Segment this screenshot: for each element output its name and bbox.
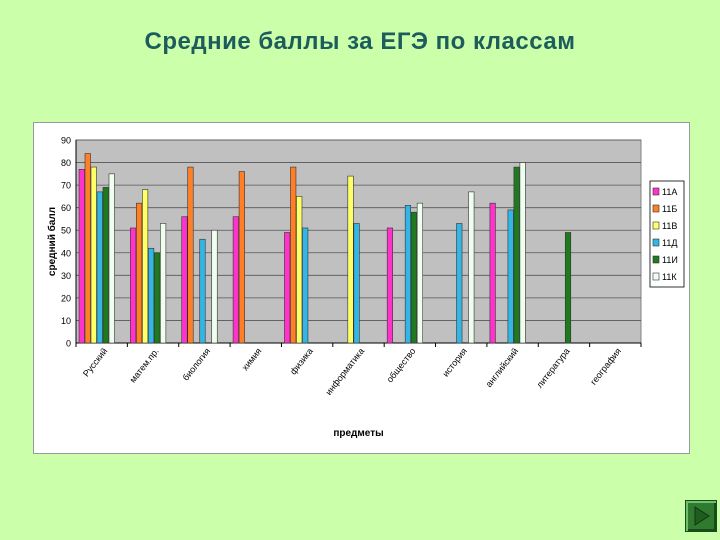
bar [416,202,423,344]
bar [102,187,109,344]
bar [386,227,393,344]
legend-label: 11Д [662,238,677,248]
bar [96,191,103,344]
y-tick-label: 90 [61,136,71,146]
bar [154,252,161,344]
y-tick-label: 40 [61,248,71,258]
bar [187,166,194,344]
x-tick-label: информатика [323,346,366,397]
slide-title: Средние баллы за ЕГЭ по классам [144,28,576,55]
bar [232,216,239,344]
bar [353,223,360,344]
y-tick-label: 20 [61,293,71,303]
legend-label: 11А [662,187,677,197]
y-tick-label: 70 [61,181,71,191]
bar [130,227,137,344]
legend-label: 11И [662,255,678,265]
bar-chart: 0 10 20 30 40 50 60 70 80 90 Русский матем.пр. биоло… [46,136,685,439]
x-tick-label: матем.пр. [128,346,161,385]
legend-label: 11К [662,272,677,282]
bar [347,175,354,344]
legend-swatch [652,204,660,213]
bar [181,216,188,344]
bar [90,166,97,344]
legend-swatch [652,221,660,230]
bar [302,227,309,344]
bar [507,209,514,344]
legend-swatch [652,255,660,264]
bar [468,191,475,344]
x-tick-label: общество [385,346,418,384]
chart-panel: 0 10 20 30 40 50 60 70 80 90 Русский матем.пр. биоло… [33,122,690,454]
y-tick-label: 10 [61,316,71,326]
y-axis-title: средний балл [46,207,58,276]
y-tick-label: 60 [61,203,71,213]
bar [78,169,85,344]
x-tick-label: география [588,346,623,387]
x-tick-label: английский [484,346,521,389]
bar [564,232,572,344]
bar [290,166,297,344]
bar [238,171,245,344]
bar [211,229,218,344]
x-tick-label: физика [288,346,315,376]
y-tick-label: 30 [61,271,71,281]
bar [513,166,520,344]
bar [284,232,291,344]
next-slide-button[interactable] [685,500,717,532]
y-tick-label: 50 [61,226,71,236]
bar [489,202,496,344]
x-tick-label: химия [240,346,264,372]
arrow-right-icon [694,506,710,526]
y-tick-label: 0 [66,339,71,349]
bar [142,189,149,344]
bar [410,211,417,344]
legend-label: 11В [662,221,677,231]
x-tick-label: Русский [81,346,109,378]
legend-swatch [652,238,660,247]
x-tick-label: история [440,346,469,379]
x-tick-label: биология [181,346,213,383]
bar [84,153,91,344]
bar [136,202,143,344]
x-tick-label: литература [534,346,571,390]
bar [148,247,155,344]
bar [404,205,411,344]
bar [108,173,115,344]
legend-swatch [652,187,660,196]
bar [519,162,526,344]
legend-swatch [652,272,660,281]
bar [199,238,206,344]
x-axis-title: предметы [333,428,383,439]
y-tick-label: 80 [61,158,71,168]
bar [456,223,463,344]
bar [296,196,303,344]
bar [160,223,167,344]
legend [649,180,685,288]
legend-label: 11Б [662,204,677,214]
